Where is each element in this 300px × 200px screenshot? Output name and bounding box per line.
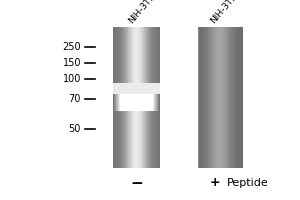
Text: −: − bbox=[130, 176, 143, 190]
Text: NIH-3T3: NIH-3T3 bbox=[127, 0, 157, 25]
Text: 100: 100 bbox=[63, 74, 81, 84]
Bar bbox=[160, 27, 196, 168]
Text: +: + bbox=[209, 176, 220, 190]
Text: 250: 250 bbox=[62, 42, 81, 52]
Text: Peptide: Peptide bbox=[226, 178, 268, 188]
Text: 70: 70 bbox=[69, 94, 81, 104]
Text: 150: 150 bbox=[62, 58, 81, 68]
Text: NIH-3T3: NIH-3T3 bbox=[209, 0, 239, 25]
Text: 50: 50 bbox=[69, 124, 81, 134]
